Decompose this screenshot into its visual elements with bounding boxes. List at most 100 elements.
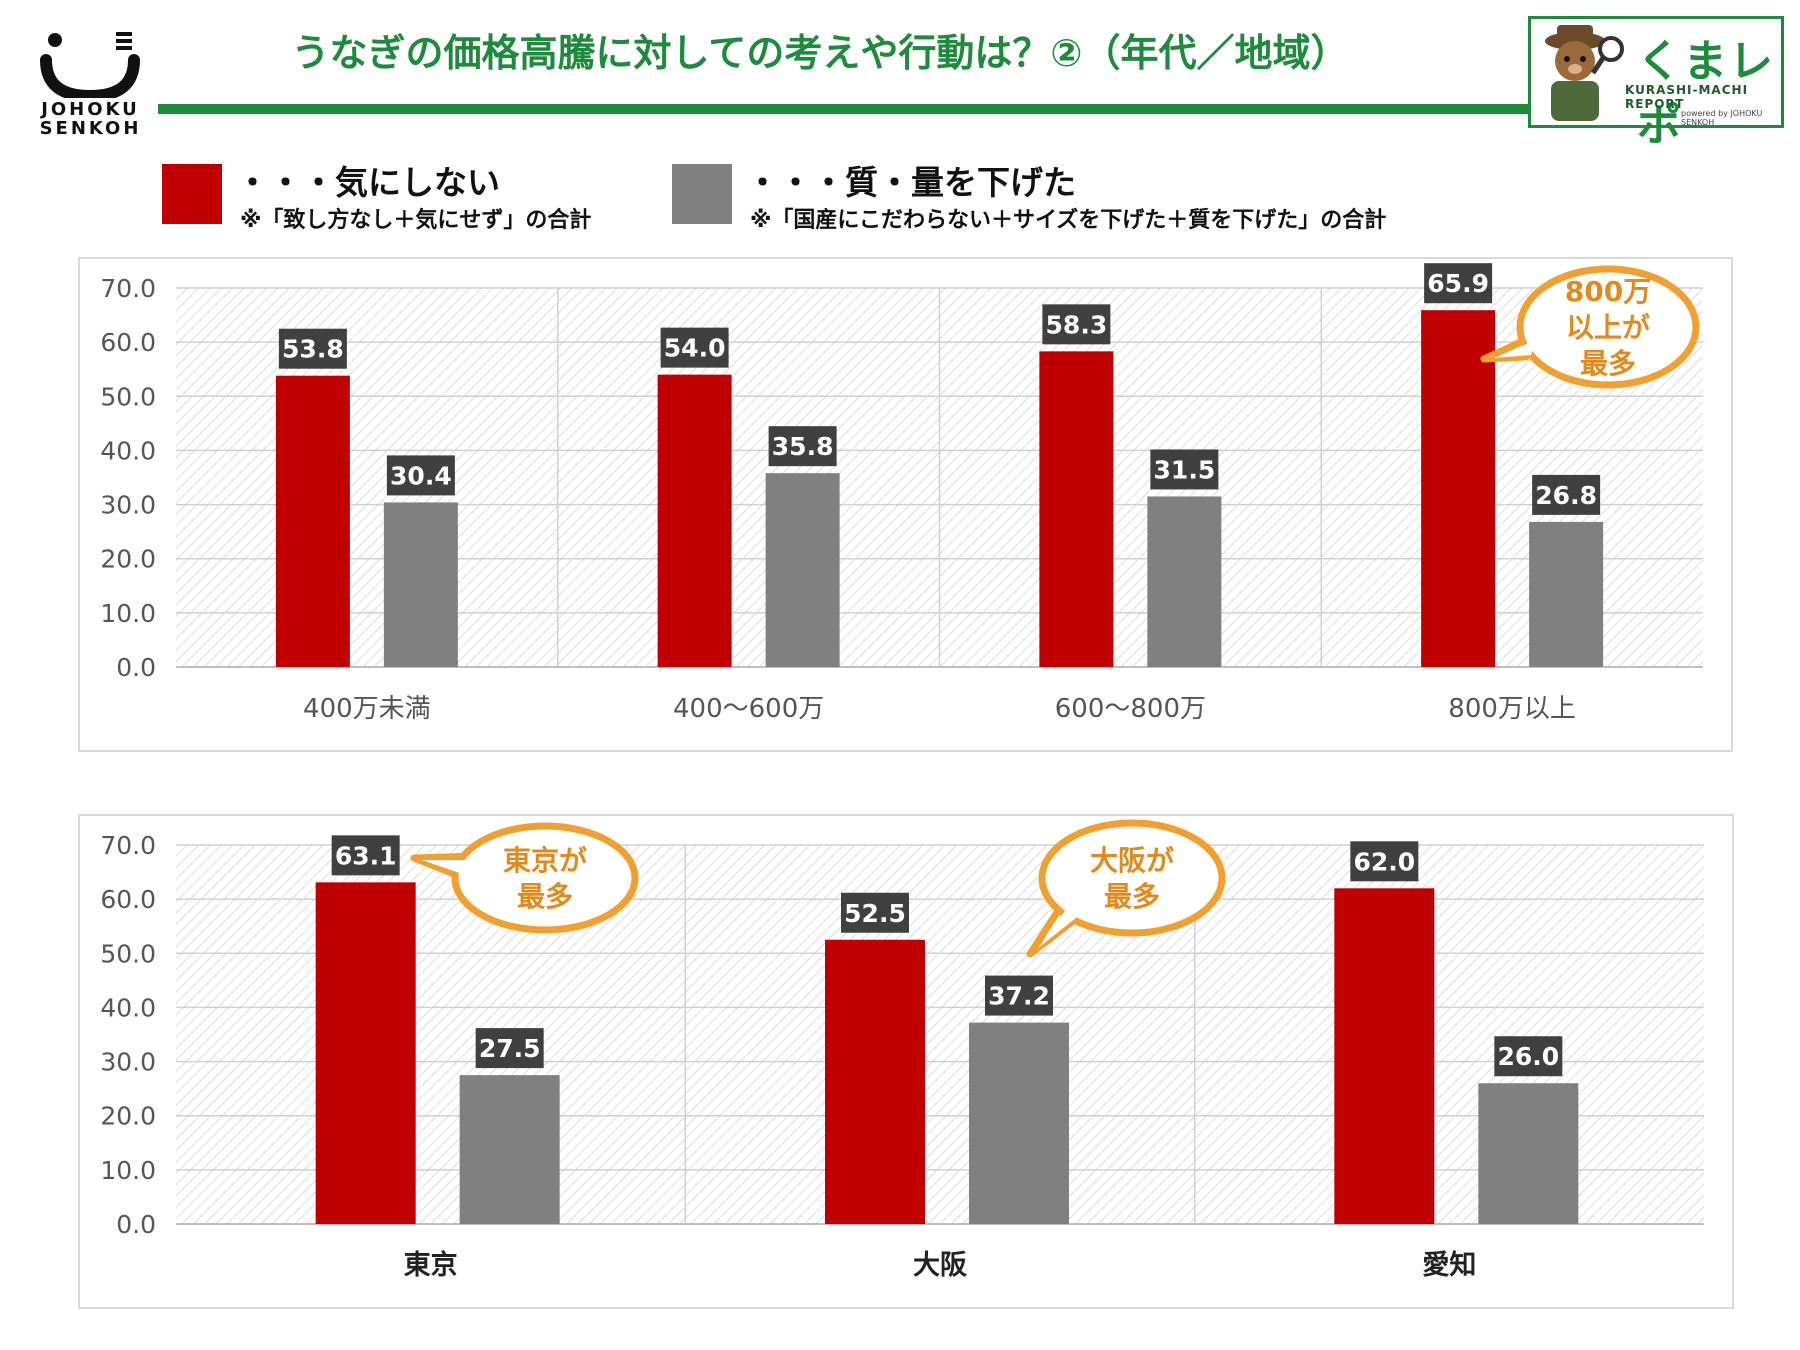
x-category-label: 600〜800万 bbox=[1055, 694, 1206, 724]
y-tick-label: 70.0 bbox=[100, 274, 156, 303]
bar-gray bbox=[1147, 496, 1222, 667]
callout-text: 800万 bbox=[1565, 275, 1651, 308]
data-label: 30.4 bbox=[390, 461, 452, 490]
chart-panel-income: 0.0 10.0 20.0 30.0 40.0 50.0 60.0 70.0 400万未満 53.… bbox=[78, 257, 1733, 752]
data-label-box bbox=[1424, 263, 1493, 304]
johoku-senkoh-logo: JOHOKU SENKOH bbox=[28, 28, 168, 138]
y-tick-label: 20.0 bbox=[100, 1102, 156, 1131]
logo-line1: JOHOKU bbox=[41, 99, 140, 120]
callout-tail-fill bbox=[1038, 904, 1076, 948]
y-tick-label: 10.0 bbox=[100, 599, 156, 628]
badge-subtitle: KURASHI-MACHI REPORT bbox=[1625, 83, 1749, 111]
y-tick-label: 60.0 bbox=[100, 885, 156, 914]
plot-area bbox=[176, 845, 1704, 1224]
x-category-label: 400万未満 bbox=[303, 694, 431, 724]
data-label-box bbox=[660, 327, 729, 368]
data-label: 37.2 bbox=[988, 982, 1050, 1011]
bar-red bbox=[825, 939, 925, 1224]
y-tick-label: 0.0 bbox=[116, 1210, 156, 1239]
data-label-box bbox=[475, 1028, 544, 1069]
bar-gray bbox=[1529, 521, 1604, 667]
y-tick-label: 30.0 bbox=[100, 1048, 156, 1077]
data-label: 27.5 bbox=[479, 1034, 541, 1063]
x-category-label: 愛知 bbox=[1422, 1250, 1476, 1281]
bar-red bbox=[1039, 351, 1114, 667]
legend-label-gray: ・・・質・量を下げた bbox=[746, 163, 1076, 202]
bar-gray bbox=[459, 1075, 560, 1224]
legend-swatch-red bbox=[162, 164, 222, 224]
bar-red bbox=[1334, 888, 1435, 1224]
x-category-label: 800万以上 bbox=[1448, 694, 1576, 724]
x-category-label: 400〜600万 bbox=[673, 694, 824, 724]
y-tick-label: 50.0 bbox=[100, 382, 156, 411]
y-tick-label: 20.0 bbox=[100, 545, 156, 574]
callout-text: 最多 bbox=[1104, 880, 1160, 913]
kumarepo-badge: くまレポ KURASHI-MACHI REPORT powered by JOH… bbox=[1528, 16, 1784, 151]
callout-text: 最多 bbox=[517, 880, 573, 913]
income-bar-chart: 0.0 10.0 20.0 30.0 40.0 50.0 60.0 70.0 400万未満 53.… bbox=[100, 263, 1703, 724]
bar-red bbox=[315, 882, 416, 1224]
data-label: 52.5 bbox=[844, 899, 906, 928]
y-tick-label: 0.0 bbox=[116, 653, 156, 682]
y-tick-label: 30.0 bbox=[100, 491, 156, 520]
page-title: うなぎの価格高騰に対しての考えや行動は？②（年代／地域） bbox=[291, 31, 1349, 75]
legend-label-red: ・・・気にしない bbox=[236, 163, 500, 202]
data-label-box bbox=[1532, 474, 1601, 515]
data-label: 62.0 bbox=[1353, 847, 1415, 876]
callout-text: 最多 bbox=[1580, 347, 1636, 380]
data-label: 53.8 bbox=[282, 335, 344, 364]
legend-note-gray: ※「国産にこだわらない＋サイズを下げた＋質を下げた」の合計 bbox=[750, 208, 1387, 233]
y-tick-label: 40.0 bbox=[100, 436, 156, 465]
data-label-box bbox=[331, 835, 400, 876]
legend-note-red: ※「致し方なし＋気にせず」の合計 bbox=[240, 208, 592, 233]
bar-red bbox=[1421, 310, 1496, 667]
data-label-box bbox=[1150, 449, 1219, 490]
data-label-box bbox=[841, 892, 909, 933]
data-label: 54.0 bbox=[664, 334, 726, 363]
y-tick-label: 60.0 bbox=[100, 328, 156, 357]
callout-bubble bbox=[1516, 265, 1700, 389]
data-label-box bbox=[985, 975, 1053, 1016]
bar-red bbox=[657, 374, 732, 667]
data-label-box bbox=[1494, 1036, 1563, 1077]
legend-swatch-gray bbox=[672, 164, 732, 224]
data-label-box bbox=[1350, 841, 1419, 882]
bar-gray bbox=[969, 1022, 1069, 1224]
data-label: 26.0 bbox=[1497, 1042, 1559, 1071]
callout-tail-fill bbox=[1494, 340, 1536, 358]
data-label-box bbox=[768, 426, 837, 467]
y-tick-label: 70.0 bbox=[100, 831, 156, 860]
data-label-box bbox=[386, 455, 455, 496]
bear-detective-icon bbox=[1545, 25, 1624, 121]
bar-gray bbox=[1478, 1083, 1579, 1224]
bar-red bbox=[275, 375, 350, 667]
data-label-box bbox=[278, 328, 347, 369]
y-tick-label: 50.0 bbox=[100, 939, 156, 968]
callout-bubble bbox=[451, 822, 639, 934]
bar-gray bbox=[765, 473, 840, 667]
y-tick-label: 10.0 bbox=[100, 1156, 156, 1185]
title-underline bbox=[158, 104, 1530, 114]
data-label: 65.9 bbox=[1427, 269, 1489, 298]
callout-text: 大阪が bbox=[1090, 844, 1174, 877]
bar-gray bbox=[383, 502, 458, 667]
callout-text: 東京が bbox=[503, 844, 587, 877]
johoku-senkoh-logo-icon bbox=[40, 32, 140, 98]
chart-panel-region: 0.0 10.0 20.0 30.0 40.0 50.0 60.0 70.0 東京 63.1 27.… bbox=[78, 814, 1734, 1309]
data-label: 58.3 bbox=[1046, 310, 1108, 339]
region-bar-chart: 0.0 10.0 20.0 30.0 40.0 50.0 60.0 70.0 東京 63.1 27.… bbox=[100, 819, 1704, 1281]
x-category-label: 東京 bbox=[404, 1249, 458, 1281]
x-category-label: 大阪 bbox=[913, 1250, 967, 1281]
data-label: 31.5 bbox=[1154, 455, 1216, 484]
y-tick-label: 40.0 bbox=[100, 993, 156, 1022]
logo-line2: SENKOH bbox=[39, 118, 142, 139]
callout-tail-fill bbox=[422, 860, 480, 876]
callout-text: 以上が bbox=[1566, 311, 1650, 344]
badge-name: くまレポ bbox=[1637, 36, 1775, 151]
data-label: 63.1 bbox=[335, 841, 397, 870]
data-label: 26.8 bbox=[1535, 481, 1597, 510]
badge-powered-by: powered by JOHOKU SENKOH bbox=[1681, 109, 1763, 127]
data-label-box bbox=[1042, 304, 1111, 345]
data-label: 35.8 bbox=[772, 432, 834, 461]
callout-bubble bbox=[1038, 819, 1226, 937]
